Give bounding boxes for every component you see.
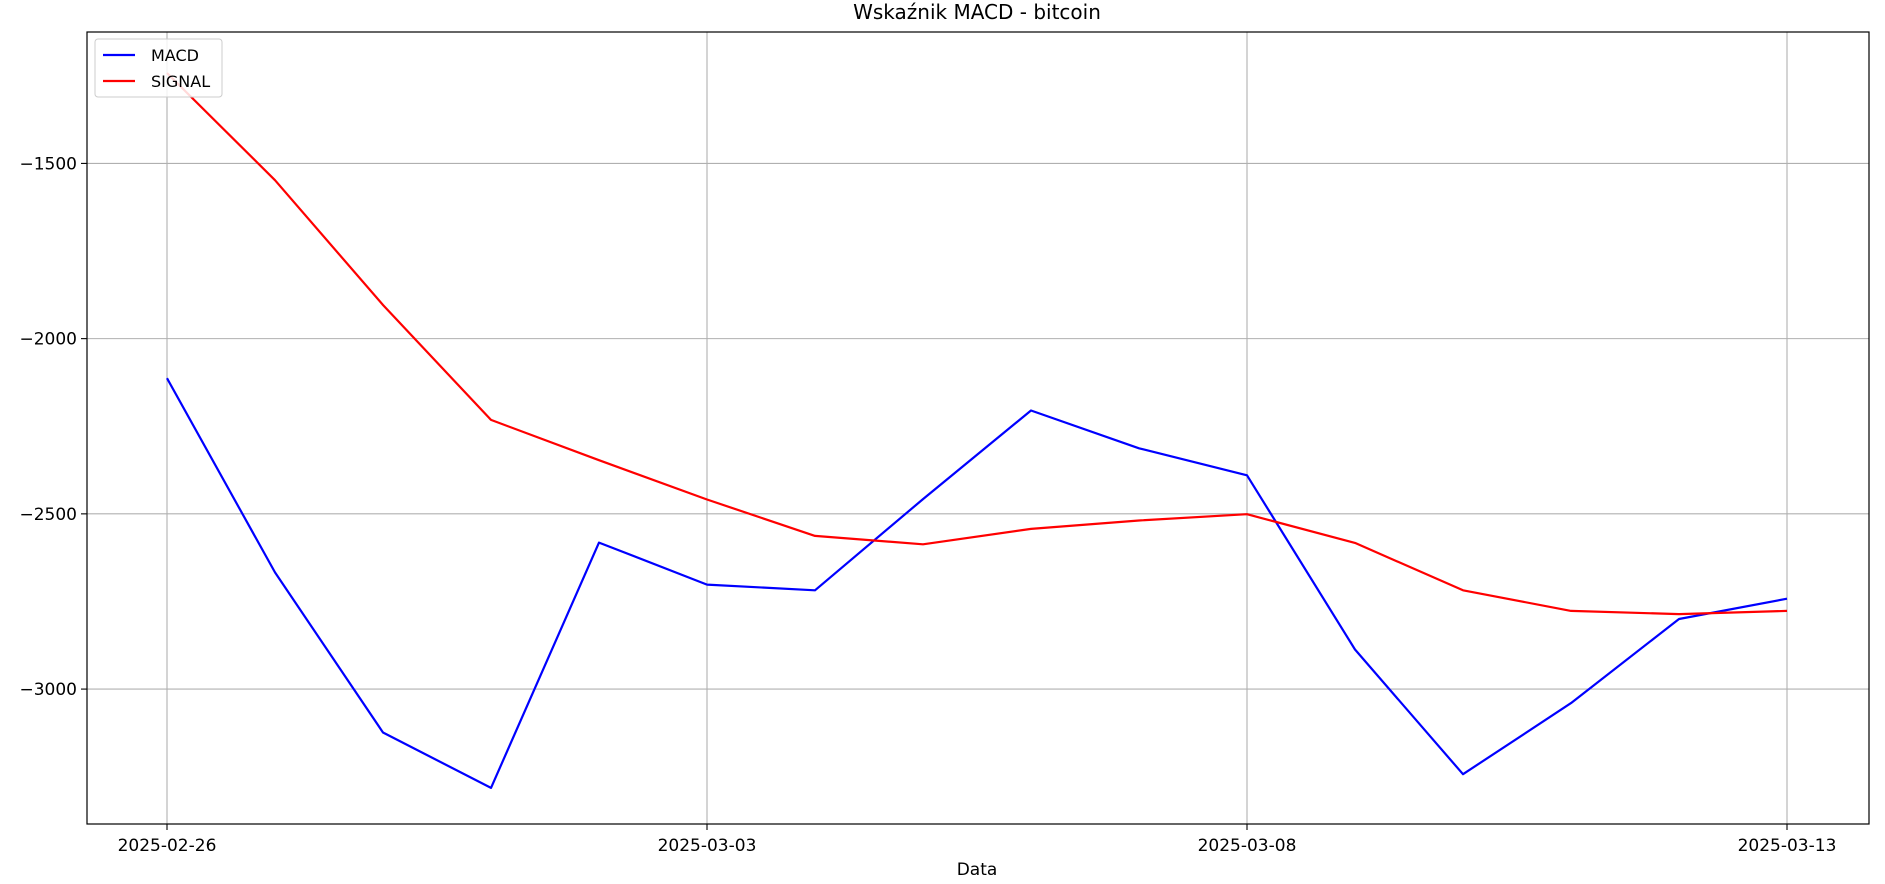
- x-tick-label: 2025-03-08: [1198, 836, 1297, 856]
- x-axis-ticks: 2025-02-26 2025-03-03 2025-03-08 2025-03-13: [118, 824, 1837, 856]
- x-tick-label: 2025-02-26: [118, 836, 217, 856]
- y-tick-label: −2000: [19, 330, 77, 350]
- chart-title: Wskaźnik MACD - bitcoin: [853, 0, 1101, 24]
- y-tick-label: −3000: [19, 680, 77, 700]
- legend-label-macd: MACD: [151, 46, 199, 65]
- legend: MACD SIGNAL: [94, 38, 223, 98]
- legend-box: [94, 38, 223, 98]
- legend-label-signal: SIGNAL: [151, 72, 210, 91]
- plot-lines: [166, 72, 1788, 790]
- grid: [87, 32, 1869, 824]
- x-tick-label: 2025-03-03: [658, 836, 757, 856]
- series-line-macd: [166, 377, 1788, 790]
- y-axis-ticks: −1500 −2000 −2500 −3000: [19, 154, 87, 700]
- x-tick-label: 2025-03-13: [1738, 836, 1837, 856]
- y-tick-label: −1500: [19, 154, 77, 174]
- plot-frame: [86, 31, 1870, 825]
- x-axis-label: Data: [957, 860, 998, 880]
- series-line-signal: [166, 72, 1788, 616]
- y-tick-label: −2500: [19, 505, 77, 525]
